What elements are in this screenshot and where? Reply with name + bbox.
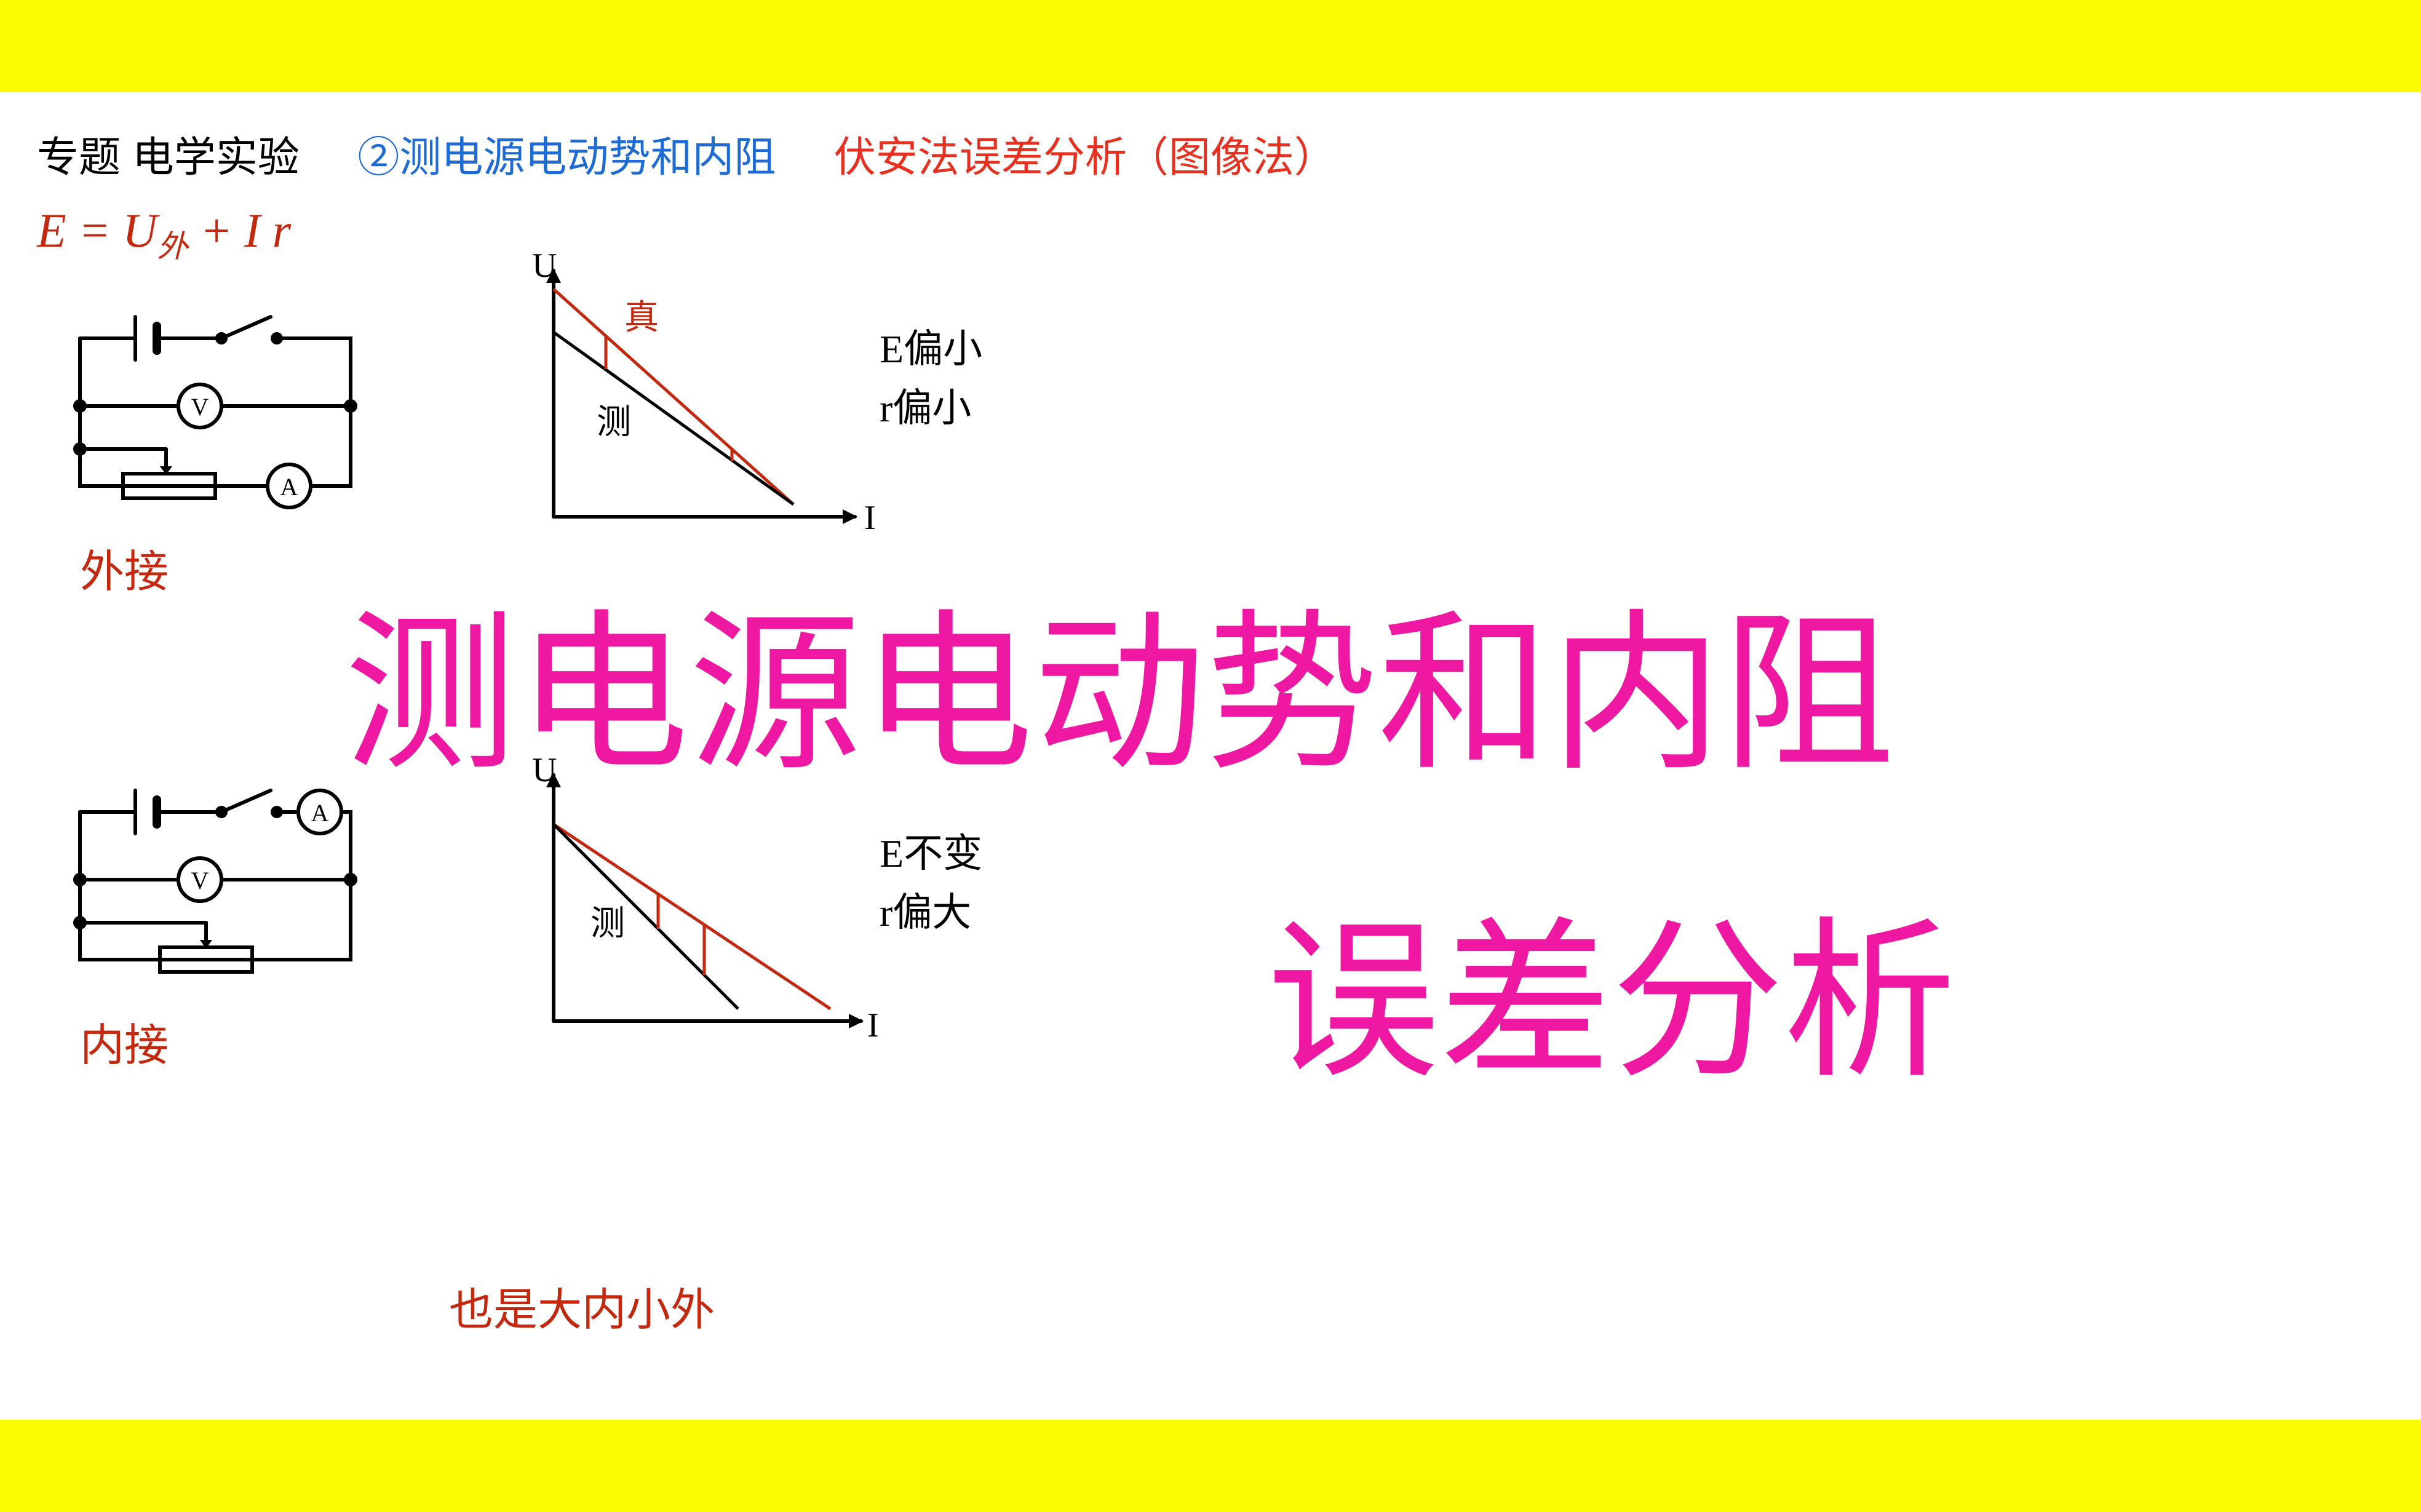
graph2-meas-label: 测 [590,905,625,943]
header-subtopic: ②测电源电动势和内阻 [357,134,776,181]
graph1-x-label: I [864,499,876,537]
header-method: 伏安法误差分析（图像法） [834,134,1336,181]
title-line2: 误差分析 [1267,861,1956,1111]
graph2-x-label: I [867,1006,879,1044]
svg-text:V: V [191,867,209,894]
svg-text:A: A [280,473,298,501]
svg-text:V: V [191,393,209,421]
title-line1: 测电源电动势和内阻 [344,554,1894,803]
graph1-y-label: U [532,247,557,285]
graph1-annotation: E偏小 r偏小 [880,320,982,438]
circuit2-label: 内接 [80,1009,169,1073]
graph-external: U I 真 测 [498,246,892,566]
bottom-note: 也是大内小外 [449,1273,715,1338]
circuit-diagram-external: V A [55,301,375,523]
graph2-annot-line2: r偏大 [880,883,982,942]
graph1-annot-line2: r偏小 [880,379,982,438]
emf-formula: E = U外 + I r [37,203,291,266]
header-line: 专题 电学实验 ②测电源电动势和内阻 伏安法误差分析（图像法） [37,123,1336,184]
graph2-annotation: E不变 r偏大 [880,824,982,942]
circuit1-label: 外接 [80,535,169,600]
graph1-true-label: 真 [624,299,659,337]
header-topic: 专题 电学实验 [37,134,300,181]
graph2-annot-line1: E不变 [880,824,982,883]
svg-text:A: A [311,799,329,827]
bottom-yellow-bar [0,1420,2421,1512]
top-yellow-bar [0,0,2421,92]
circuit-diagram-internal: V A [55,775,375,997]
graph1-meas-label: 测 [597,404,631,442]
graph1-annot-line1: E偏小 [880,320,982,379]
